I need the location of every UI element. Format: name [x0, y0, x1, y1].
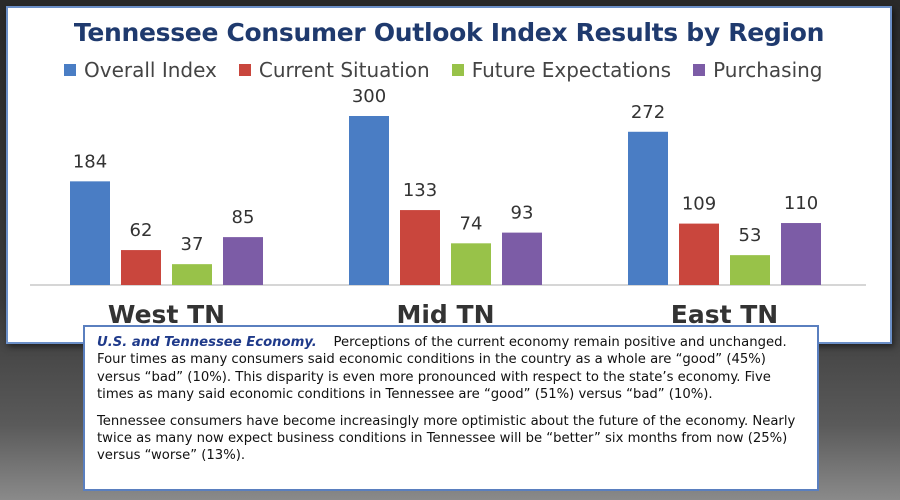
commentary-paragraph-1: U.S. and Tennessee Economy. Perceptions … [97, 334, 805, 404]
data-label: 74 [460, 213, 483, 234]
data-label: 110 [784, 193, 818, 214]
bar [172, 264, 212, 285]
bar [121, 250, 161, 285]
commentary-text-1: Perceptions of the current economy remai… [97, 335, 787, 403]
bar [730, 255, 770, 285]
legend-item-current-situation: Current Situation [238, 58, 430, 82]
chart-legend: Overall Index Current Situation Future E… [64, 58, 823, 82]
legend-swatch [451, 64, 464, 76]
bar [451, 243, 491, 285]
data-label: 272 [631, 102, 665, 123]
bar [679, 223, 719, 285]
legend-item-future-expectations: Future Expectations [451, 58, 672, 82]
data-label: 93 [511, 203, 534, 224]
category-label: East TN [671, 300, 778, 329]
data-label: 53 [739, 225, 762, 246]
bar [223, 237, 263, 285]
legend-label: Current Situation [258, 58, 430, 82]
bar [400, 210, 440, 285]
legend-label: Future Expectations [471, 58, 672, 82]
legend-label: Overall Index [84, 58, 217, 82]
data-label: 109 [682, 194, 716, 215]
legend-item-purchasing: Purchasing [693, 58, 823, 82]
bar [70, 181, 110, 285]
legend-label: Purchasing [713, 58, 823, 82]
legend-swatch [238, 64, 251, 76]
data-label: 184 [73, 151, 107, 172]
legend-item-overall-index: Overall Index [64, 58, 217, 82]
commentary-paragraph-2: Tennessee consumers have become increasi… [97, 413, 796, 464]
legend-swatch [64, 64, 76, 76]
bar [349, 116, 389, 285]
category-label: West TN [108, 300, 225, 329]
data-label: 37 [181, 234, 204, 255]
legend-swatch [693, 64, 706, 76]
data-label: 133 [403, 180, 437, 201]
bar [781, 223, 821, 285]
bar [502, 232, 542, 285]
chart-card: Tennessee Consumer Outlook Index Results… [6, 6, 892, 344]
bar [628, 131, 668, 285]
chart-title: Tennessee Consumer Outlook Index Results… [73, 18, 825, 47]
commentary-box: U.S. and Tennessee Economy. Perceptions … [83, 325, 819, 491]
data-label: 300 [352, 86, 386, 107]
category-label: Mid TN [396, 300, 494, 329]
bar-chart: 184 62 37 85 West TN 300 133 74 93 Mid TN 272 109 53… [30, 86, 866, 329]
data-label: 62 [130, 220, 153, 241]
data-label: 85 [232, 207, 255, 228]
commentary-heading: U.S. and Tennessee Economy. [97, 335, 317, 350]
